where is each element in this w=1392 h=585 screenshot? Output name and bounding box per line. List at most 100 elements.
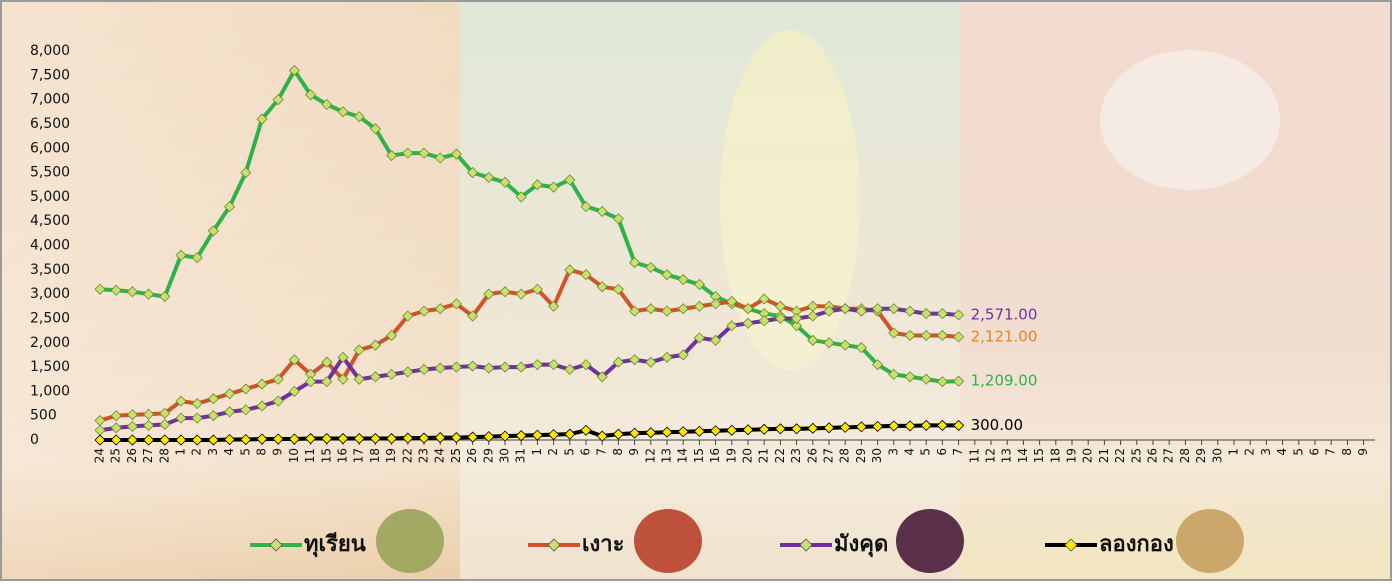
x-tick-label: 25	[449, 448, 463, 463]
point-marker	[548, 300, 560, 312]
point-marker	[207, 225, 219, 237]
point-marker	[872, 420, 884, 432]
point-marker	[629, 305, 641, 317]
x-tick-label: 13	[660, 448, 674, 463]
x-tick-label: 22	[773, 448, 787, 463]
y-tick-label: 500	[30, 408, 57, 424]
point-marker	[434, 432, 446, 444]
x-tick-label: 11	[967, 448, 981, 463]
point-marker	[272, 94, 284, 106]
point-marker	[953, 375, 965, 387]
point-marker	[774, 312, 786, 325]
point-marker	[661, 305, 673, 317]
point-marker	[126, 286, 138, 298]
x-tick-label: 10	[287, 448, 301, 463]
point-marker	[207, 434, 219, 446]
point-marker	[126, 434, 138, 446]
x-tick-label: 26	[125, 448, 139, 463]
x-tick-label: 9	[1356, 448, 1370, 456]
point-marker	[467, 360, 479, 372]
point-marker	[418, 432, 430, 444]
point-marker	[693, 278, 705, 290]
x-tick-label: 15	[692, 448, 706, 463]
x-tick-label: 4	[222, 448, 236, 456]
point-marker	[224, 406, 236, 418]
x-tick-label: 14	[1016, 448, 1030, 463]
point-marker	[742, 317, 754, 329]
point-marker	[143, 288, 155, 300]
point-marker	[143, 408, 155, 420]
point-marker	[224, 388, 236, 400]
point-marker	[612, 283, 624, 295]
point-marker	[580, 201, 592, 213]
point-marker	[337, 351, 349, 363]
x-tick-label: 26	[465, 448, 479, 463]
y-tick-label: 3,000	[30, 286, 70, 302]
x-tick-label: 15	[319, 448, 333, 463]
y-tick-label: 5,500	[30, 165, 70, 181]
x-tick-label: 18	[368, 448, 382, 463]
point-marker	[774, 423, 786, 435]
x-tick-label: 7	[951, 448, 965, 456]
point-marker	[758, 423, 770, 435]
x-tick-label: 7	[595, 448, 609, 456]
point-marker	[515, 191, 527, 203]
point-marker	[953, 309, 965, 321]
point-marker	[645, 427, 657, 439]
point-marker	[126, 420, 138, 432]
point-marker	[953, 419, 965, 431]
x-tick-label: 29	[1194, 448, 1208, 463]
x-tick-label: 3	[886, 448, 900, 456]
x-tick-label: 19	[384, 448, 398, 463]
x-tick-label: 3	[206, 448, 220, 456]
point-marker	[531, 179, 543, 191]
point-marker	[807, 422, 819, 434]
point-marker	[386, 329, 398, 342]
point-marker	[904, 305, 916, 317]
point-marker	[855, 305, 867, 317]
point-marker	[272, 373, 284, 385]
y-tick-label: 7,000	[30, 92, 70, 108]
point-marker	[418, 305, 430, 317]
point-marker	[386, 432, 398, 445]
point-marker	[110, 410, 122, 422]
point-marker	[564, 363, 576, 376]
y-tick-label: 4,500	[30, 213, 70, 229]
point-marker	[677, 426, 689, 438]
value-label: 1,209.00	[971, 372, 1038, 390]
point-marker	[321, 432, 333, 445]
point-marker	[353, 373, 365, 385]
point-marker	[548, 181, 560, 193]
point-marker	[726, 424, 738, 436]
point-marker	[661, 269, 673, 281]
point-marker	[143, 419, 155, 431]
x-tick-label: 5	[562, 448, 576, 456]
point-marker	[418, 363, 430, 376]
point-marker	[386, 368, 398, 380]
point-marker	[677, 273, 689, 286]
point-marker	[256, 113, 268, 125]
point-marker	[823, 337, 835, 349]
point-marker	[175, 395, 187, 407]
point-marker	[483, 171, 495, 183]
x-tick-label: 25	[109, 448, 123, 463]
point-marker	[791, 423, 803, 435]
point-marker	[758, 293, 770, 305]
point-marker	[710, 425, 722, 437]
point-marker	[94, 434, 106, 446]
y-tick-label: 4,000	[30, 238, 70, 254]
point-marker	[272, 433, 284, 445]
point-marker	[110, 434, 122, 446]
point-marker	[612, 213, 624, 225]
legend-marker	[269, 538, 283, 552]
point-marker	[564, 174, 576, 186]
point-marker	[256, 400, 268, 412]
point-marker	[791, 312, 803, 325]
point-marker	[434, 362, 446, 374]
point-marker	[693, 425, 705, 437]
point-marker	[742, 424, 754, 436]
point-marker	[742, 303, 754, 315]
point-marker	[175, 434, 187, 446]
point-marker	[305, 376, 317, 388]
